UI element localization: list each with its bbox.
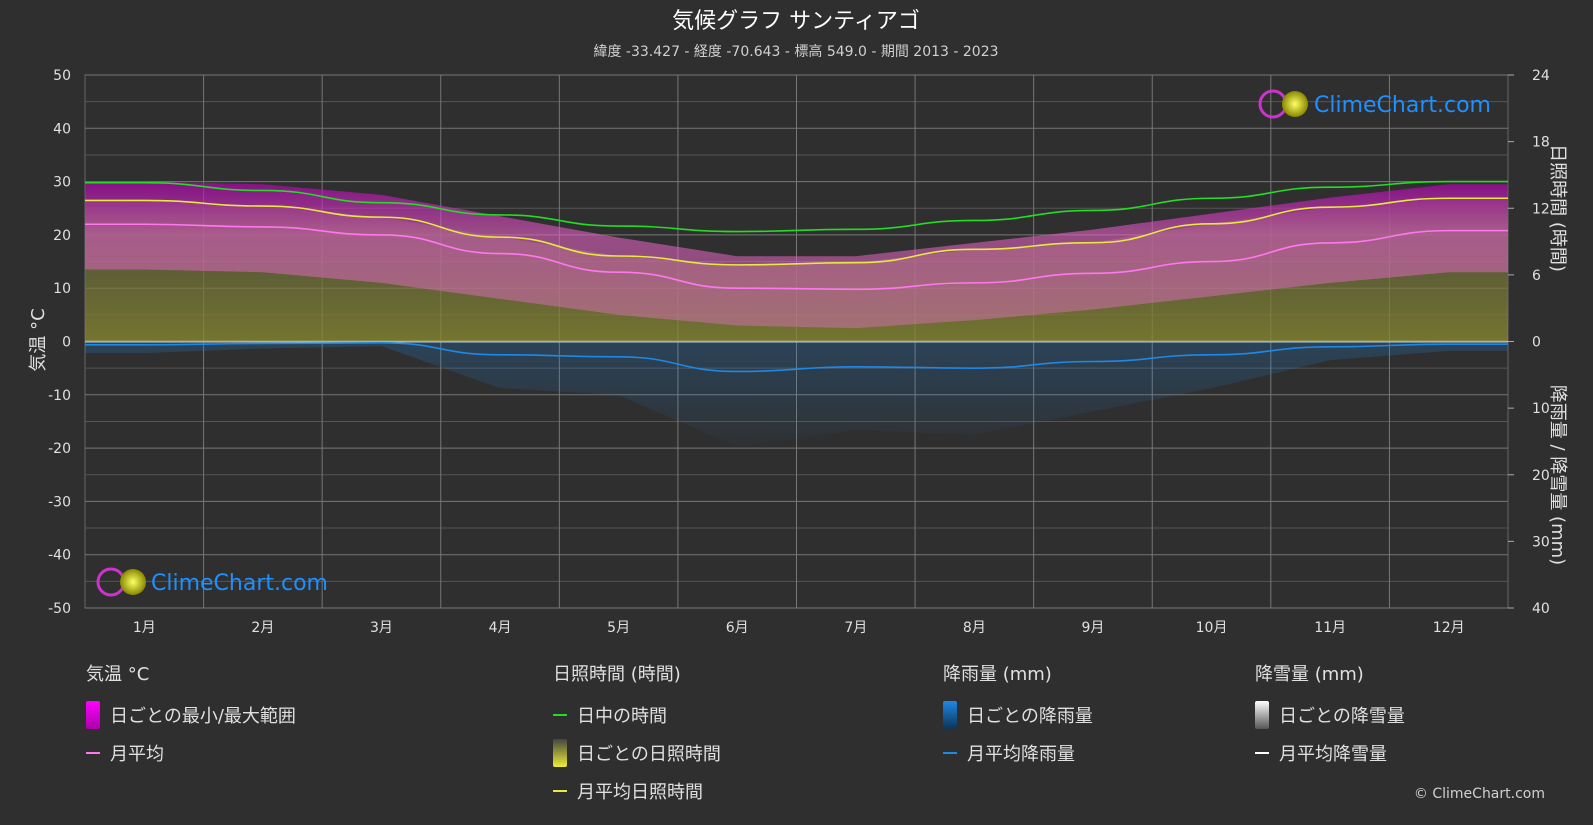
legend-label: 日ごとの降雨量 xyxy=(967,706,1093,727)
chart-title: 気候グラフ サンティアゴ xyxy=(672,9,920,34)
x-tick-label: 10月 xyxy=(1196,620,1228,636)
legend-item: 日ごとの日照時間 xyxy=(553,734,721,772)
logo-sun-icon xyxy=(1282,91,1308,117)
x-tick-label: 6月 xyxy=(726,620,749,636)
y-right-bottom-tick: 20 xyxy=(1532,468,1550,484)
data-lines xyxy=(84,180,1508,373)
legend-label: 日ごとの日照時間 xyxy=(577,744,721,765)
y-left-tick: 0 xyxy=(62,335,71,351)
y-left-tick: -20 xyxy=(48,441,71,457)
y-right-top-label: 日照時間 (時間) xyxy=(1547,144,1568,272)
watermark-bottom: ClimeChart.com xyxy=(96,567,328,597)
y-left-tick: 40 xyxy=(53,121,71,137)
legend-item: 日ごとの降雨量 xyxy=(943,696,1093,734)
series-line-1 xyxy=(85,197,1508,266)
axes: 50 40 30 20 10 0 -10 -20 -30 -40 -50 24 18 12 6 0 10 20 30… xyxy=(48,68,1550,636)
daily-rain-band xyxy=(85,341,1508,447)
y-left-tick: 30 xyxy=(53,175,71,191)
legend-swatch xyxy=(553,790,567,792)
legend-item: 日ごとの降雪量 xyxy=(1255,696,1405,734)
legend-swatch xyxy=(553,739,567,767)
legend-label: 日中の時間 xyxy=(577,706,667,727)
watermark-text: ClimeChart.com xyxy=(151,571,328,596)
legend-group-sunshine: 日照時間 (時間) 日中の時間 日ごとの日照時間 月平均日照時間 xyxy=(553,660,721,810)
legend-swatch xyxy=(943,701,957,729)
y-right-bottom-tick: 40 xyxy=(1532,601,1550,617)
temperature-range-band xyxy=(85,181,1508,329)
y-left-tick: 10 xyxy=(53,281,71,297)
legend-label: 月平均日照時間 xyxy=(577,782,703,803)
legend: 気温 °C 日ごとの最小/最大範囲 月平均 日照時間 (時間) 日中の時間 日ご… xyxy=(0,660,1593,820)
chart-subtitle: 緯度 -33.427 - 経度 -70.643 - 標高 549.0 - 期間 … xyxy=(593,43,998,60)
legend-swatch xyxy=(1255,701,1269,729)
legend-swatch xyxy=(86,752,100,754)
copyright: © ClimeChart.com xyxy=(1413,786,1545,802)
legend-group-temperature: 気温 °C 日ごとの最小/最大範囲 月平均 xyxy=(86,660,296,772)
legend-swatch xyxy=(553,714,567,716)
legend-swatch xyxy=(86,701,100,729)
x-tick-label: 2月 xyxy=(251,620,274,636)
legend-item: 日ごとの最小/最大範囲 xyxy=(86,696,296,734)
x-tick-label: 9月 xyxy=(1081,620,1104,636)
series-line-0 xyxy=(85,180,1508,233)
y-left-tick: -40 xyxy=(48,548,71,564)
y-left-label: 気温 °C xyxy=(28,308,49,371)
legend-item: 月平均降雪量 xyxy=(1255,734,1405,772)
y-right-bottom-tick: 30 xyxy=(1532,534,1550,550)
legend-header: 降雨量 (mm) xyxy=(943,664,1052,685)
x-tick-label: 11月 xyxy=(1314,620,1346,636)
y-right-top-tick: 6 xyxy=(1532,268,1541,284)
y-right-top-tick: 0 xyxy=(1532,335,1541,351)
y-left-tick: 50 xyxy=(53,68,71,84)
y-right-top-tick: 18 xyxy=(1532,135,1550,151)
legend-header: 日照時間 (時間) xyxy=(553,664,681,685)
x-tick-label: 7月 xyxy=(844,620,867,636)
x-tick-label: 8月 xyxy=(963,620,986,636)
legend-item: 月平均降雨量 xyxy=(943,734,1093,772)
x-tick-label: 12月 xyxy=(1433,620,1465,636)
legend-item: 月平均日照時間 xyxy=(553,772,721,810)
legend-swatch xyxy=(1255,752,1269,754)
watermark-top: ClimeChart.com xyxy=(1258,89,1491,119)
legend-label: 月平均 xyxy=(110,744,164,765)
legend-item: 月平均 xyxy=(86,734,296,772)
legend-label: 月平均降雨量 xyxy=(967,744,1075,765)
legend-swatch xyxy=(943,752,957,754)
climate-chart: 気候グラフ サンティアゴ 緯度 -33.427 - 経度 -70.643 - 標… xyxy=(28,9,1568,636)
x-tick-label: 1月 xyxy=(133,620,156,636)
y-left-tick: -10 xyxy=(48,388,71,404)
legend-header: 気温 °C xyxy=(86,664,150,685)
series-line-2 xyxy=(84,223,1508,291)
legend-label: 日ごとの降雪量 xyxy=(1279,706,1405,727)
y-right-top-tick: 12 xyxy=(1532,201,1550,217)
x-tick-label: 3月 xyxy=(370,620,393,636)
series-line-3 xyxy=(85,342,1508,373)
y-left-tick: 20 xyxy=(53,228,71,244)
legend-group-snow: 降雪量 (mm) 日ごとの降雪量 月平均降雪量 xyxy=(1255,660,1405,772)
y-right-bottom-tick: 10 xyxy=(1532,401,1550,417)
legend-label: 日ごとの最小/最大範囲 xyxy=(110,706,296,727)
y-right-top-tick: 24 xyxy=(1532,68,1550,84)
y-left-tick: -30 xyxy=(48,494,71,510)
logo-sun-icon xyxy=(120,569,146,595)
legend-item: 日中の時間 xyxy=(553,696,721,734)
x-tick-label: 5月 xyxy=(607,620,630,636)
watermark-text: ClimeChart.com xyxy=(1314,93,1491,118)
x-tick-label: 4月 xyxy=(489,620,512,636)
y-left-tick: -50 xyxy=(48,601,71,617)
legend-group-rain: 降雨量 (mm) 日ごとの降雨量 月平均降雨量 xyxy=(943,660,1093,772)
legend-header: 降雪量 (mm) xyxy=(1255,664,1364,685)
y-right-bottom-label: 降雨量 / 降雪量 (mm) xyxy=(1547,385,1568,565)
legend-label: 月平均降雪量 xyxy=(1279,744,1387,765)
